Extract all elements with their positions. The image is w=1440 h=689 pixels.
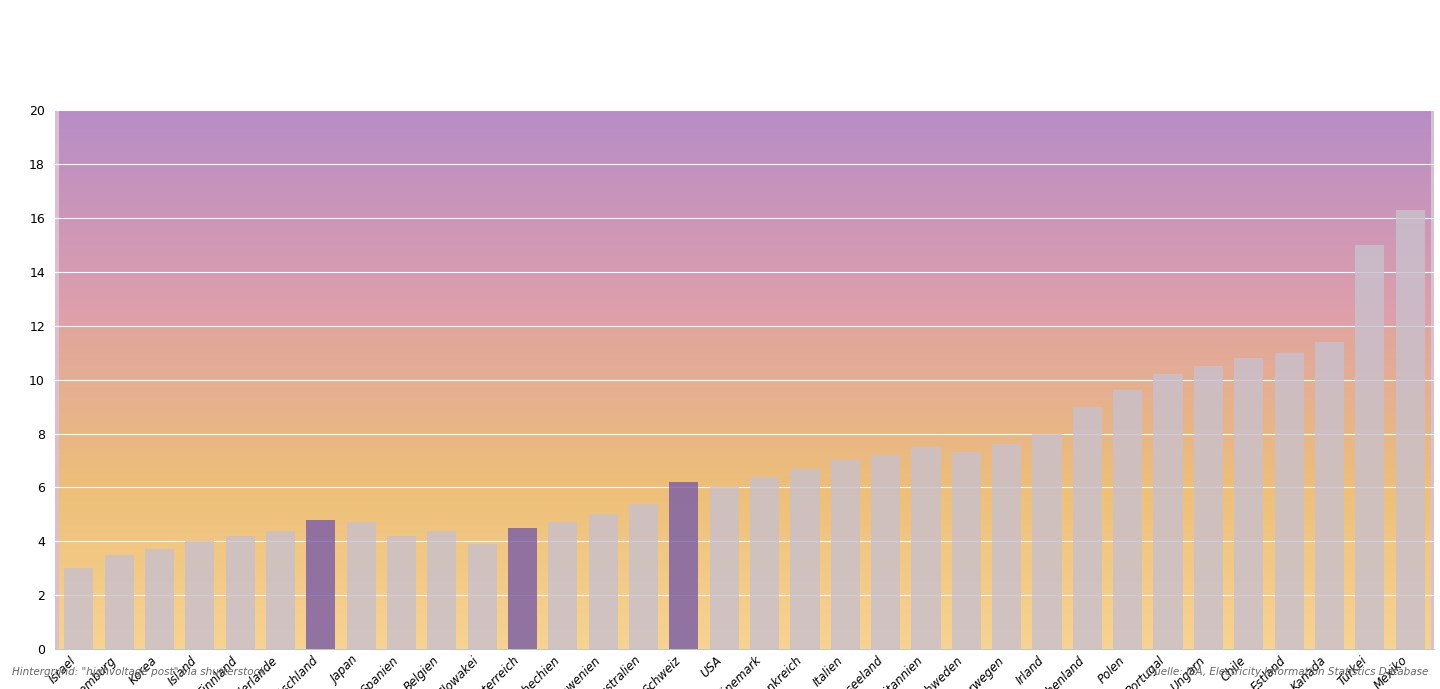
Bar xyxy=(145,549,174,649)
Text: Nicht alles fließt: Nicht alles fließt xyxy=(49,21,409,59)
Text: Stromverluste bei der Übertragung und Verteilung, in Prozent, 2007-2009: Stromverluste bei der Übertragung und Ve… xyxy=(49,79,613,96)
Bar xyxy=(347,522,376,649)
Bar xyxy=(468,544,497,649)
Bar xyxy=(307,520,336,649)
Bar xyxy=(912,447,940,649)
Text: Quelle: IEA, Electricity Information Statistics Database: Quelle: IEA, Electricity Information Sta… xyxy=(1146,668,1428,677)
Bar xyxy=(428,531,456,649)
Bar xyxy=(791,469,819,649)
Bar xyxy=(1395,210,1424,649)
Bar xyxy=(65,568,94,649)
Bar xyxy=(871,455,900,649)
Bar xyxy=(387,536,416,649)
Bar xyxy=(226,536,255,649)
Bar xyxy=(186,542,215,649)
Bar xyxy=(1274,353,1303,649)
Bar xyxy=(670,482,698,649)
Bar xyxy=(1032,433,1061,649)
Bar xyxy=(750,477,779,649)
Bar xyxy=(1234,358,1263,649)
Bar xyxy=(1194,366,1223,649)
Bar xyxy=(1315,342,1344,649)
Bar xyxy=(1355,245,1384,649)
Bar xyxy=(710,487,739,649)
Bar xyxy=(629,504,658,649)
Bar xyxy=(266,531,295,649)
Bar xyxy=(1113,391,1142,649)
Bar xyxy=(992,444,1021,649)
Bar xyxy=(549,522,577,649)
Text: Hintergrund: "highvoltage post" via shutterstock: Hintergrund: "highvoltage post" via shut… xyxy=(12,668,265,677)
Bar xyxy=(589,514,618,649)
Bar xyxy=(952,453,981,649)
Bar xyxy=(1153,374,1182,649)
Bar xyxy=(105,555,134,649)
Bar xyxy=(831,460,860,649)
Bar xyxy=(508,528,537,649)
Bar xyxy=(1073,407,1102,649)
